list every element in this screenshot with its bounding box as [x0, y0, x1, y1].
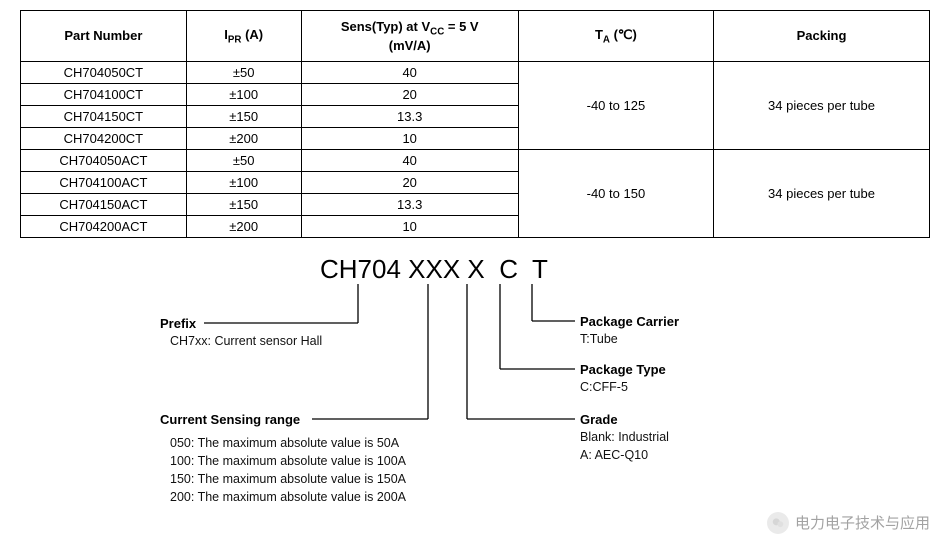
col-sens: Sens(Typ) at VCC = 5 V(mV/A)	[301, 11, 518, 62]
cell-sens: 40	[301, 149, 518, 171]
cell-pn: CH704100CT	[21, 83, 187, 105]
cell-pn: CH704150ACT	[21, 193, 187, 215]
cell-ipr: ±200	[186, 215, 301, 237]
cell-pn: CH704050CT	[21, 61, 187, 83]
cell-sens: 20	[301, 171, 518, 193]
cell-pack-group1: 34 pieces per tube	[714, 61, 930, 149]
cell-ipr: ±100	[186, 83, 301, 105]
table-row: CH704050ACT ±50 40 -40 to 150 34 pieces …	[21, 149, 930, 171]
current-range-label: Current Sensing range	[160, 412, 300, 427]
cell-pn: CH704200CT	[21, 127, 187, 149]
part-number-decode-diagram: CH704 XXX X C T Prefix CH7xx: Current se…	[20, 254, 930, 534]
grade-text1: Blank: Industrial	[580, 430, 669, 444]
cell-ta-group2: -40 to 150	[518, 149, 713, 237]
cell-ta-group1: -40 to 125	[518, 61, 713, 149]
connector-lines	[20, 254, 930, 534]
cell-sens: 13.3	[301, 105, 518, 127]
package-carrier-text: T:Tube	[580, 332, 618, 346]
wechat-icon	[767, 512, 789, 534]
cell-ipr: ±150	[186, 105, 301, 127]
table-header-row: Part Number IPR (A) Sens(Typ) at VCC = 5…	[21, 11, 930, 62]
cell-ipr: ±50	[186, 149, 301, 171]
table-row: CH704050CT ±50 40 -40 to 125 34 pieces p…	[21, 61, 930, 83]
col-packing: Packing	[714, 11, 930, 62]
package-carrier-label: Package Carrier	[580, 314, 679, 329]
spec-table: Part Number IPR (A) Sens(Typ) at VCC = 5…	[20, 10, 930, 238]
cell-sens: 20	[301, 83, 518, 105]
cell-sens: 13.3	[301, 193, 518, 215]
package-type-text: C:CFF-5	[580, 380, 628, 394]
prefix-label: Prefix	[160, 316, 196, 331]
cell-sens: 10	[301, 127, 518, 149]
package-type-label: Package Type	[580, 362, 666, 377]
cell-pn: CH704100ACT	[21, 171, 187, 193]
cell-ipr: ±200	[186, 127, 301, 149]
cell-sens: 10	[301, 215, 518, 237]
cell-ipr: ±50	[186, 61, 301, 83]
watermark-text: 电力电子技术与应用	[795, 512, 930, 533]
col-ta: TA (℃)	[518, 11, 713, 62]
prefix-text: CH7xx: Current sensor Hall	[170, 334, 322, 348]
cell-pn: CH704150CT	[21, 105, 187, 127]
current-range-050: 050: The maximum absolute value is 50A	[170, 436, 399, 450]
current-range-200: 200: The maximum absolute value is 200A	[170, 490, 406, 504]
current-range-150: 150: The maximum absolute value is 150A	[170, 472, 406, 486]
cell-ipr: ±100	[186, 171, 301, 193]
cell-pn: CH704200ACT	[21, 215, 187, 237]
current-range-100: 100: The maximum absolute value is 100A	[170, 454, 406, 468]
part-number-code: CH704 XXX X C T	[320, 254, 548, 285]
watermark: 电力电子技术与应用	[767, 512, 930, 534]
cell-ipr: ±150	[186, 193, 301, 215]
grade-text2: A: AEC-Q10	[580, 448, 648, 462]
cell-pn: CH704050ACT	[21, 149, 187, 171]
col-part-number: Part Number	[21, 11, 187, 62]
cell-pack-group2: 34 pieces per tube	[714, 149, 930, 237]
grade-label: Grade	[580, 412, 618, 427]
cell-sens: 40	[301, 61, 518, 83]
col-ipr: IPR (A)	[186, 11, 301, 62]
